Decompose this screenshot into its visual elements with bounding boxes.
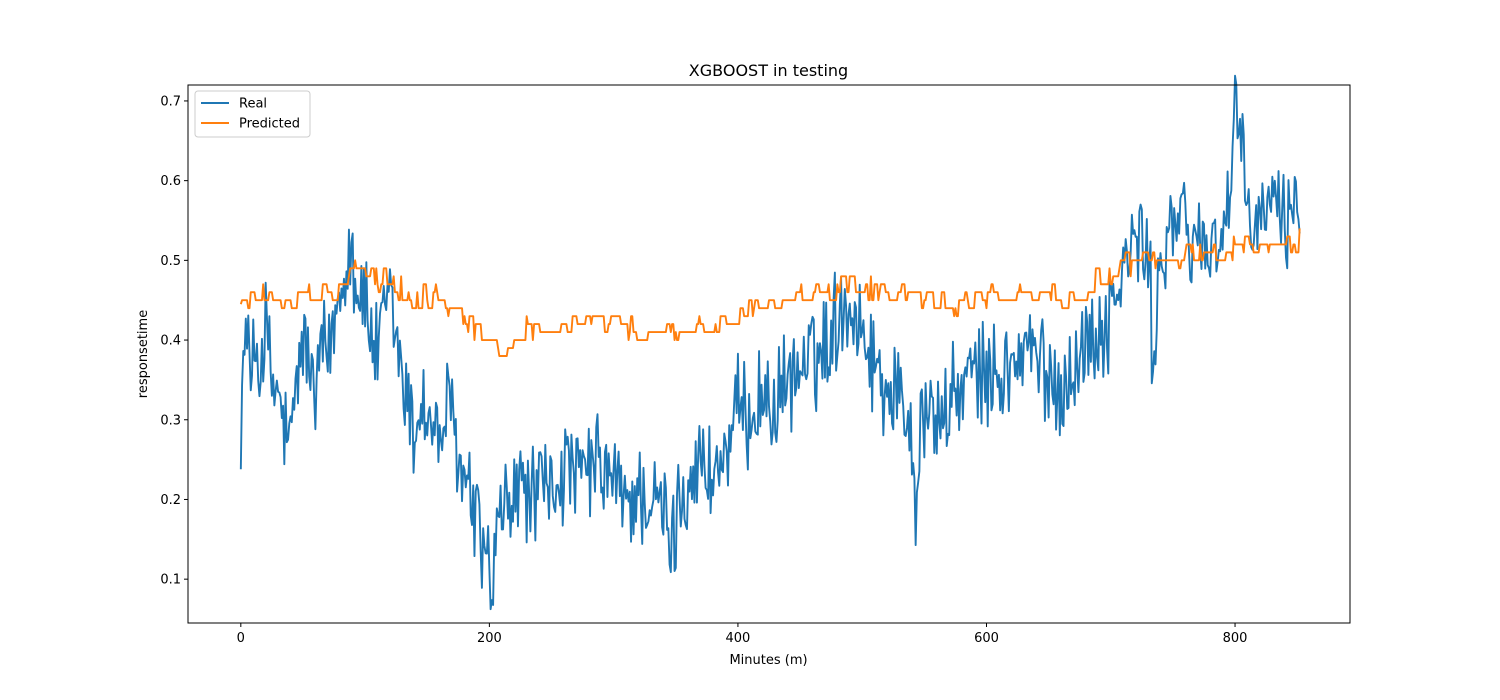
series-line-real bbox=[239, 74, 1301, 611]
x-axis-label: Minutes (m) bbox=[729, 653, 807, 668]
y-axis-ticks: 0.1 0.2 0.3 0.4 0.5 0.6 0.7 bbox=[160, 94, 188, 588]
series-group bbox=[239, 74, 1301, 611]
plot-frame bbox=[187, 84, 1351, 624]
x-tick-label: 800 bbox=[1223, 631, 1248, 646]
x-tick-label: 600 bbox=[974, 631, 999, 646]
y-tick-label: 0.6 bbox=[160, 174, 181, 189]
legend-label-real: Real bbox=[239, 97, 267, 112]
legend: Real Predicted bbox=[194, 90, 311, 138]
x-axis-ticks: 0 200 400 600 800 bbox=[237, 623, 1248, 646]
y-tick-label: 0.4 bbox=[160, 334, 181, 349]
legend-label-predicted: Predicted bbox=[239, 117, 300, 132]
y-tick-label: 0.2 bbox=[160, 493, 181, 508]
x-tick-label: 200 bbox=[477, 631, 502, 646]
y-tick-label: 0.5 bbox=[160, 254, 181, 269]
y-tick-label: 0.7 bbox=[160, 94, 181, 109]
x-tick-label: 400 bbox=[726, 631, 751, 646]
y-axis-label: responsetime bbox=[136, 310, 151, 398]
y-tick-label: 0.3 bbox=[160, 413, 181, 428]
y-tick-label: 0.1 bbox=[160, 573, 181, 588]
chart-title: XGBOOST in testing bbox=[689, 61, 848, 80]
series-line-predicted bbox=[239, 228, 1301, 357]
x-tick-label: 0 bbox=[237, 631, 245, 646]
